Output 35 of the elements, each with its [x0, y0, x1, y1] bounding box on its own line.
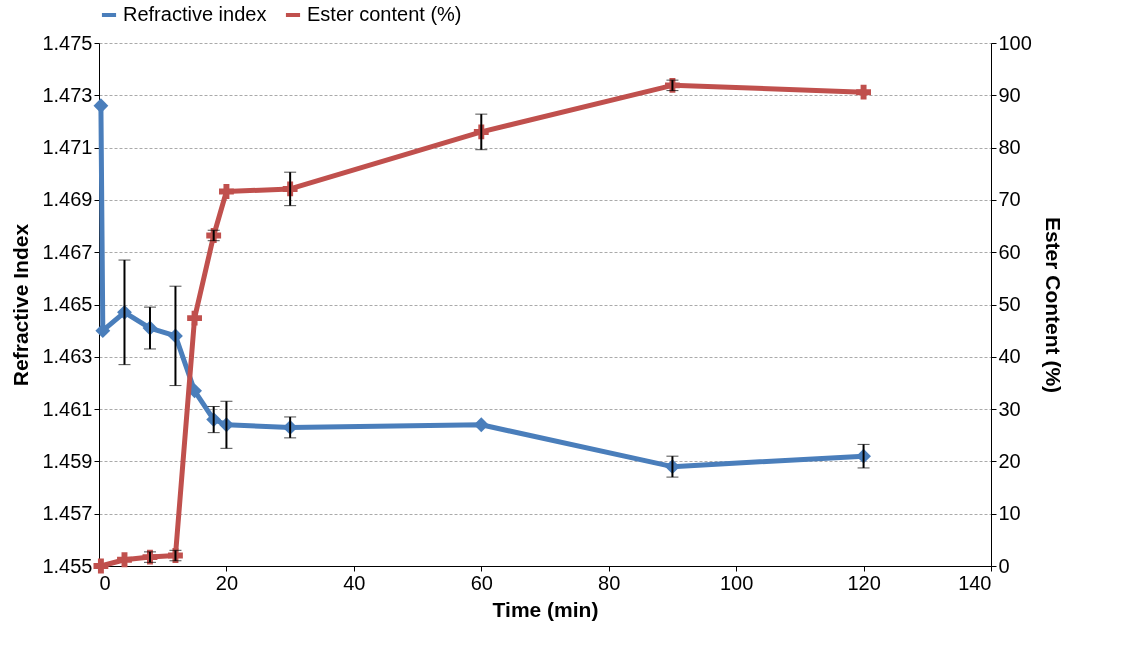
- legend-label: Ester content (%): [307, 3, 462, 25]
- legend-label: Refractive index: [123, 3, 267, 25]
- y2-tick-label: 60: [998, 240, 1021, 263]
- y-tick-label: 1.465: [42, 293, 93, 315]
- y-tick-label: 1.473: [42, 83, 93, 106]
- y-axis-title: Refractive Index: [9, 223, 33, 387]
- x-tick-label: 0: [99, 571, 111, 594]
- y2-tick-label: 20: [998, 449, 1021, 472]
- y2-tick-label: 0: [998, 554, 1010, 577]
- y2-tick-label: 50: [998, 293, 1021, 315]
- y2-tick-label: 90: [998, 83, 1021, 106]
- y2-tick-label: 30: [998, 397, 1021, 420]
- x-tick-label: 40: [343, 571, 366, 594]
- x-tick-label: 60: [470, 571, 493, 594]
- y-tick-label: 1.469: [42, 188, 93, 211]
- y-tick-label: 1.467: [42, 240, 93, 263]
- y2-tick-label: 80: [998, 136, 1021, 159]
- y-tick-label: 1.463: [42, 345, 93, 368]
- y-tick-label: 1.471: [42, 136, 93, 159]
- y-tick-label: 1.455: [42, 554, 93, 577]
- x-tick-label: 80: [598, 571, 621, 594]
- y2-tick-label: 100: [998, 31, 1032, 54]
- x-tick-label: 120: [847, 571, 881, 594]
- x-tick-label: 140: [958, 571, 992, 594]
- y2-tick-label: 10: [998, 502, 1021, 525]
- y-tick-label: 1.457: [42, 502, 93, 525]
- y-tick-label: 1.461: [42, 397, 93, 420]
- y2-axis-title: Ester Content (%): [1041, 216, 1065, 394]
- x-axis-title: Time (min): [492, 597, 599, 621]
- y-tick-label: 1.475: [42, 31, 93, 54]
- y2-tick-label: 40: [998, 345, 1021, 368]
- y2-tick-label: 70: [998, 188, 1021, 211]
- x-tick-label: 20: [215, 571, 239, 594]
- y-tick-label: 1.459: [42, 449, 93, 472]
- x-tick-label: 100: [719, 571, 754, 594]
